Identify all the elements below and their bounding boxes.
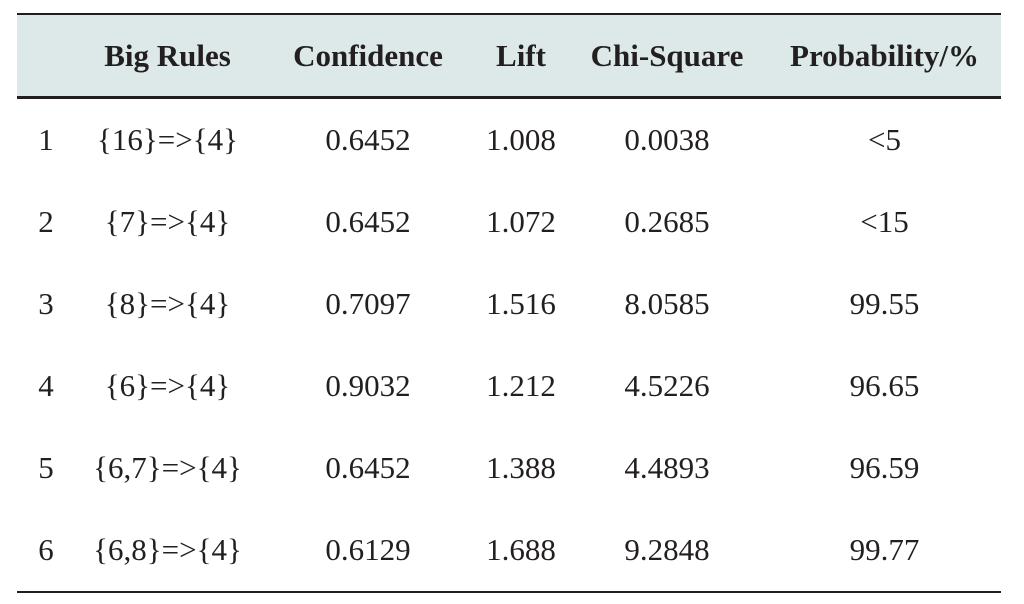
row-index: 1 bbox=[38, 122, 54, 157]
header-chi-square: Chi-Square bbox=[566, 13, 768, 99]
row-index: 4 bbox=[38, 368, 54, 403]
chi-square-cell: 4.4893 bbox=[624, 450, 710, 485]
rule-cell: {6,8}=>{4} bbox=[75, 509, 260, 593]
row-index: 3 bbox=[38, 286, 54, 321]
lift-cell: 1.212 bbox=[486, 368, 556, 403]
probability-cell: <15 bbox=[860, 204, 909, 239]
lift-cell: 1.688 bbox=[476, 509, 566, 593]
table-row: 5 {6,7}=>{4} 0.6452 1.388 4.4893 96.59 bbox=[17, 427, 1001, 509]
chi-square-cell: 8.0585 bbox=[624, 286, 710, 321]
rule-cell: {6,7}=>{4} bbox=[93, 450, 242, 485]
lift-cell: 1.516 bbox=[486, 286, 556, 321]
table-row: 4 {6}=>{4} 0.9032 1.212 4.5226 96.65 bbox=[17, 345, 1001, 427]
table-row: 3 {8}=>{4} 0.7097 1.516 8.0585 99.55 bbox=[17, 263, 1001, 345]
confidence-cell: 0.6129 bbox=[260, 509, 476, 593]
probability-cell: 99.55 bbox=[849, 286, 920, 321]
header-probability: Probability/% bbox=[768, 13, 1001, 99]
probability-cell: <5 bbox=[868, 122, 901, 157]
table-row: 6 {6,8}=>{4} 0.6129 1.688 9.2848 99.77 bbox=[17, 509, 1001, 593]
association-rules-table: Big Rules Confidence Lift Chi-Square Pro… bbox=[17, 13, 1001, 593]
lift-cell: 1.008 bbox=[486, 122, 556, 157]
rule-cell: {16}=>{4} bbox=[97, 122, 238, 157]
confidence-cell: 0.7097 bbox=[325, 286, 411, 321]
chi-square-cell: 4.5226 bbox=[624, 368, 710, 403]
table-body: 1 {16}=>{4} 0.6452 1.008 0.0038 <5 2 {7}… bbox=[17, 98, 1001, 593]
probability-cell: 96.59 bbox=[849, 450, 920, 485]
chi-square-cell: 9.2848 bbox=[566, 509, 768, 593]
rule-cell: {7}=>{4} bbox=[104, 204, 231, 239]
rules-table-container: Big Rules Confidence Lift Chi-Square Pro… bbox=[17, 13, 1001, 593]
rule-cell: {8}=>{4} bbox=[104, 286, 231, 321]
chi-square-cell: 0.2685 bbox=[624, 204, 710, 239]
confidence-cell: 0.9032 bbox=[325, 368, 411, 403]
table-row: 2 {7}=>{4} 0.6452 1.072 0.2685 <15 bbox=[17, 181, 1001, 263]
header-big-rules: Big Rules bbox=[75, 13, 260, 99]
confidence-cell: 0.6452 bbox=[325, 450, 411, 485]
row-index: 5 bbox=[38, 450, 54, 485]
row-index: 6 bbox=[17, 509, 75, 593]
lift-cell: 1.388 bbox=[486, 450, 556, 485]
header-row: Big Rules Confidence Lift Chi-Square Pro… bbox=[17, 13, 1001, 99]
table-row: 1 {16}=>{4} 0.6452 1.008 0.0038 <5 bbox=[17, 98, 1001, 182]
row-index: 2 bbox=[38, 204, 54, 239]
probability-cell: 96.65 bbox=[849, 368, 920, 403]
chi-square-cell: 0.0038 bbox=[624, 122, 710, 157]
header-index bbox=[17, 13, 75, 99]
header-lift: Lift bbox=[476, 13, 566, 99]
lift-cell: 1.072 bbox=[486, 204, 556, 239]
rule-cell: {6}=>{4} bbox=[104, 368, 231, 403]
table-header: Big Rules Confidence Lift Chi-Square Pro… bbox=[17, 13, 1001, 99]
confidence-cell: 0.6452 bbox=[325, 204, 411, 239]
header-confidence: Confidence bbox=[260, 13, 476, 99]
probability-cell: 99.77 bbox=[768, 509, 1001, 593]
confidence-cell: 0.6452 bbox=[325, 122, 411, 157]
